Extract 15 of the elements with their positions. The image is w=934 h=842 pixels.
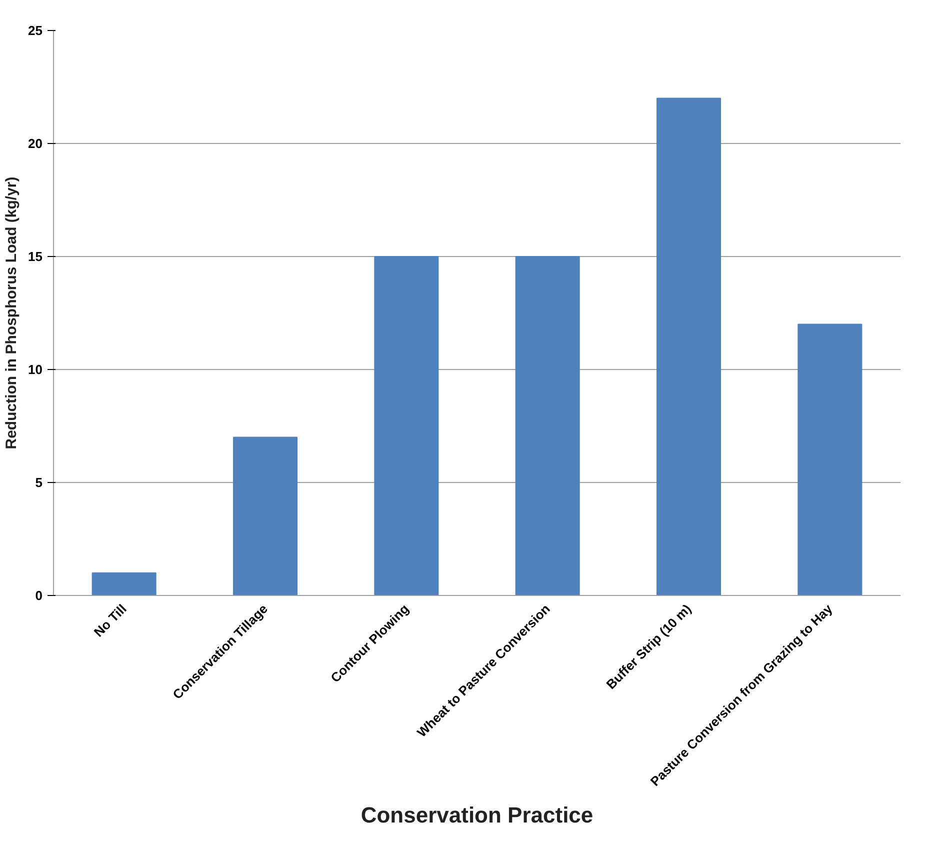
- bar: [374, 256, 439, 596]
- bar: [515, 256, 580, 596]
- y-tick-label: 5: [35, 475, 43, 490]
- y-tick-label: 0: [35, 588, 43, 603]
- y-tick-label: 20: [28, 136, 43, 151]
- y-tick-label: 25: [28, 23, 43, 38]
- y-axis-title: Reduction in Phosphorus Load (kg/yr): [3, 176, 20, 450]
- bar: [232, 436, 298, 596]
- x-tick-label: No Till: [90, 601, 130, 640]
- y-tick-label: 15: [28, 249, 43, 264]
- bar: [656, 98, 722, 596]
- bar: [798, 324, 862, 596]
- y-tick-label: 10: [28, 362, 43, 377]
- x-axis-title: Conservation Practice: [360, 802, 594, 828]
- bar: [92, 572, 156, 596]
